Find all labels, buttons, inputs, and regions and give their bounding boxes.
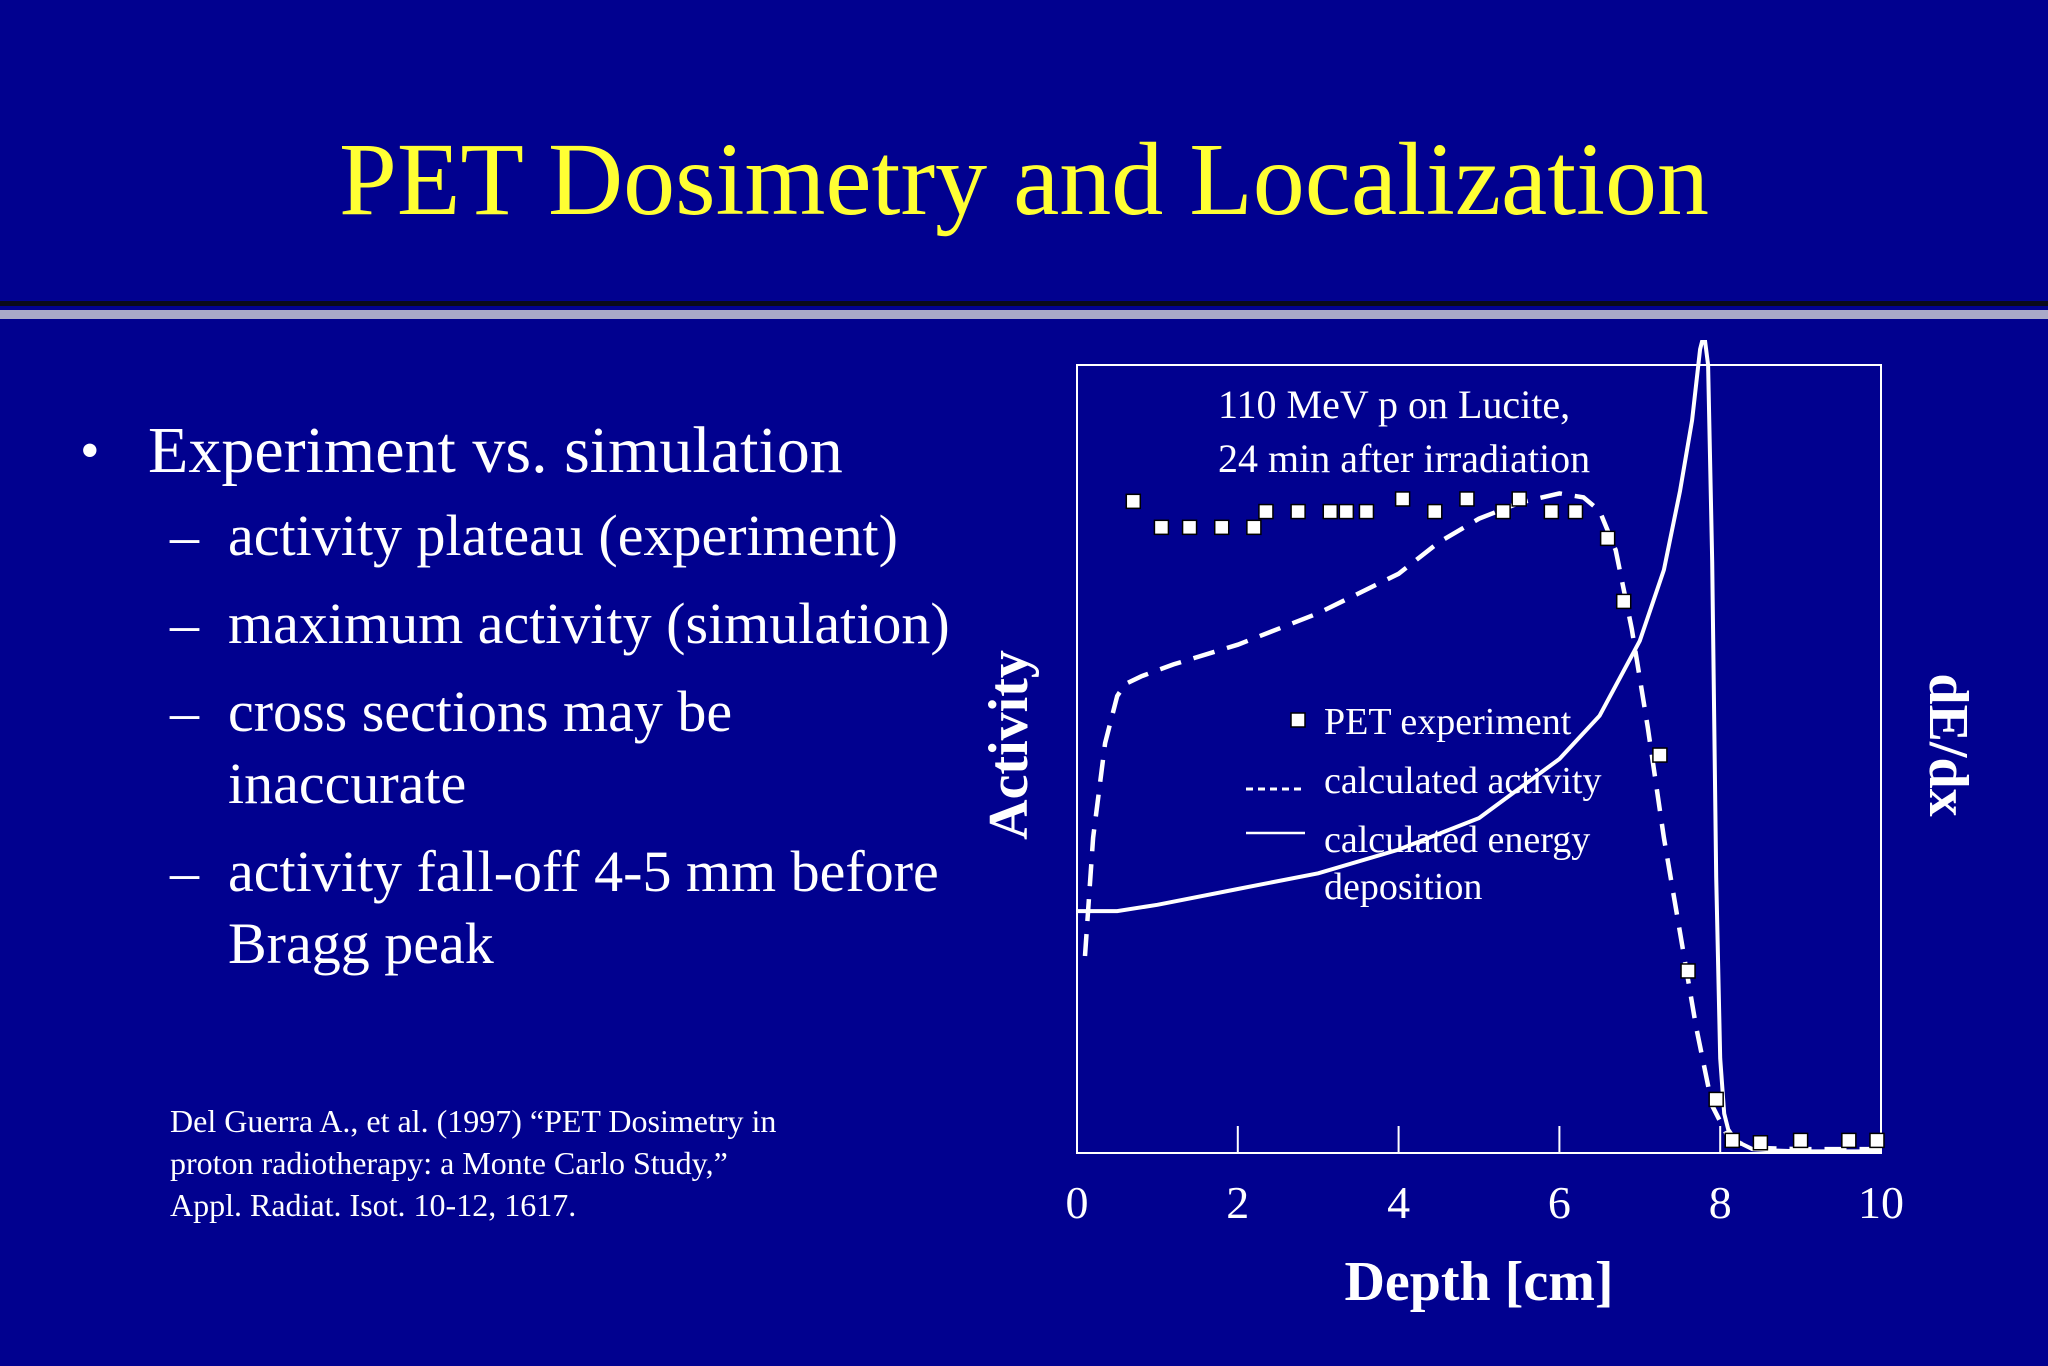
citation-line: Appl. Radiat. Isot. 10-12, 1617. <box>170 1187 577 1223</box>
bullet-list: • Experiment vs. simulation – activity p… <box>80 410 980 996</box>
data-point-marker <box>1680 963 1696 979</box>
subbullet-text: maximum activity (simulation) <box>228 591 950 656</box>
citation-line: Del Guerra A., et al. (1997) “PET Dosime… <box>170 1103 777 1139</box>
data-point-marker <box>1543 503 1560 520</box>
legend-label: calculated activity <box>1324 760 1601 802</box>
data-point-marker <box>1841 1132 1857 1149</box>
data-point-marker <box>1290 503 1306 520</box>
bullet-text: Experiment vs. simulation <box>148 414 843 487</box>
data-point-marker <box>1599 530 1616 547</box>
subbullet-item: – maximum activity (simulation) <box>80 588 980 660</box>
series-line-energy-deposition <box>1077 340 1881 1154</box>
legend-marker-square-icon <box>1290 712 1306 728</box>
x-tick-label: 2 <box>1226 1177 1249 1228</box>
data-point-marker <box>1615 593 1632 610</box>
subbullet-item: – activity fall-off 4-5 mm before Bragg … <box>80 836 980 980</box>
x-axis-title: Depth [cm] <box>1344 1251 1613 1313</box>
title-divider-light <box>0 310 2048 319</box>
data-point-marker <box>1181 519 1198 536</box>
x-tick-label: 10 <box>1858 1177 1904 1228</box>
x-tick-label: 6 <box>1548 1177 1571 1228</box>
legend: PET experiment calculated activity calcu… <box>1246 701 1601 908</box>
data-point-marker <box>1708 1091 1724 1108</box>
chart-annotation-line2: 24 min after irradiation <box>1218 436 1590 481</box>
y-axis-title-left: Activity <box>978 650 1040 840</box>
x-tick-label: 8 <box>1709 1177 1732 1228</box>
data-point-marker <box>1246 519 1262 536</box>
x-axis-ticks <box>1236 1126 1722 1153</box>
y-axis-title-right: dE/dx <box>1917 673 1979 816</box>
data-point-marker <box>1394 491 1411 507</box>
subbullet-item: – activity plateau (experiment) <box>80 500 980 572</box>
data-point-marker <box>1724 1132 1741 1149</box>
legend-label-line: calculated energy <box>1324 819 1590 861</box>
data-point-marker <box>1153 519 1170 536</box>
plot-frame <box>1076 364 1882 1154</box>
x-axis-tick-labels: 0 2 4 6 8 10 <box>1066 1177 1905 1228</box>
citation: Del Guerra A., et al. (1997) “PET Dosime… <box>170 1100 930 1226</box>
citation-line: proton radiotherapy: a Monte Carlo Study… <box>170 1145 728 1181</box>
chart-annotation-line1: 110 MeV p on Lucite, <box>1218 382 1570 427</box>
x-tick-label: 4 <box>1387 1177 1410 1228</box>
subbullet-text: activity fall-off 4-5 mm before Bragg pe… <box>228 839 939 976</box>
data-point-marker <box>1213 519 1230 536</box>
subbullet-item: – cross sections may be inaccurate <box>80 676 980 820</box>
data-point-marker <box>1495 503 1511 520</box>
x-tick-label: 0 <box>1066 1177 1089 1228</box>
data-point-marker <box>1258 503 1274 520</box>
dash-icon: – <box>170 679 199 744</box>
bullet-item: • Experiment vs. simulation <box>80 410 980 492</box>
subbullet-text: activity plateau (experiment) <box>228 503 898 568</box>
data-point-marker <box>1322 503 1339 520</box>
data-point-marker <box>1459 491 1475 507</box>
data-point-marker <box>1792 1132 1809 1149</box>
slide-title: PET Dosimetry and Localization <box>339 122 1709 237</box>
data-point-marker <box>1338 503 1355 520</box>
series-markers-pet-experiment <box>1125 491 1885 1151</box>
legend-label: PET experiment <box>1324 701 1572 743</box>
legend-label: calculated energy deposition <box>1324 819 1600 908</box>
data-point-marker <box>1652 747 1668 763</box>
dash-icon: – <box>170 503 199 568</box>
data-point-marker <box>1869 1132 1885 1149</box>
legend-label-line: deposition <box>1324 866 1482 908</box>
data-point-marker <box>1567 503 1584 520</box>
chart: 0 2 4 6 8 10 Depth [cm] Activity dE/dx 110 Me… <box>978 340 1979 1313</box>
data-point-marker <box>1125 493 1142 510</box>
data-point-marker <box>1427 503 1443 520</box>
dash-icon: – <box>170 839 199 904</box>
bullet-dot-icon: • <box>80 420 100 482</box>
subbullet-text: cross sections may be inaccurate <box>228 679 733 816</box>
dash-icon: – <box>170 591 199 656</box>
title-divider-dark <box>0 301 2048 306</box>
data-point-marker <box>1511 491 1527 507</box>
data-point-marker <box>1752 1135 1769 1151</box>
data-point-marker <box>1358 503 1375 520</box>
